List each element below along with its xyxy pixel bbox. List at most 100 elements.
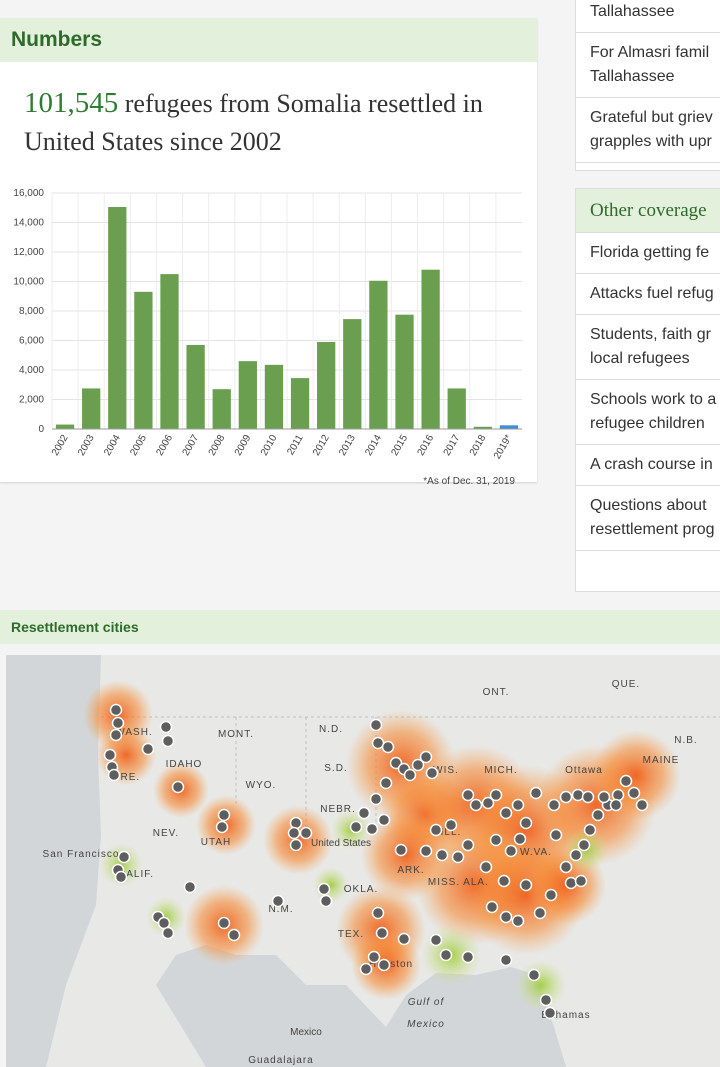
bar xyxy=(421,269,440,429)
city-dot xyxy=(411,758,425,772)
link-text: Florida getting fe xyxy=(590,244,710,261)
map-label: IDAHO xyxy=(166,759,203,770)
bar xyxy=(238,361,257,429)
bar xyxy=(160,274,179,429)
city-dot xyxy=(635,798,649,812)
link-item[interactable]: Students, faith gr local refugees xyxy=(576,315,720,380)
bar xyxy=(317,341,336,429)
link-item[interactable]: Schools work to a refugee children xyxy=(576,380,720,445)
y-tick-label: 10,000 xyxy=(13,277,44,288)
city-dot xyxy=(215,820,229,834)
map-label: MISS. xyxy=(428,877,460,888)
map-title: Resettlement cities xyxy=(0,610,720,644)
bar xyxy=(343,319,362,429)
bar xyxy=(290,378,310,429)
city-dot xyxy=(111,716,125,730)
city-dot xyxy=(461,838,475,852)
link-text: Students, faith gr xyxy=(590,326,711,343)
city-dot xyxy=(183,880,197,894)
city-dot xyxy=(429,933,443,947)
city-dot xyxy=(489,833,503,847)
map-labels: QUE. ONT. N.B. MAINE Ottawa MICH. WIS. N.D. S.D.… xyxy=(43,679,697,1066)
city-dot xyxy=(171,780,185,794)
city-dot xyxy=(564,876,578,890)
map-label: Houston xyxy=(369,959,413,970)
city-dot xyxy=(394,843,408,857)
x-tick-label: 2017 xyxy=(442,433,463,458)
city-dot xyxy=(485,900,499,914)
city-dot xyxy=(381,740,395,754)
city-dot xyxy=(499,806,513,820)
map-label: WASH. xyxy=(115,727,152,738)
link-text: Schools work to a xyxy=(590,391,717,408)
count: 101,545 xyxy=(24,87,119,119)
city-dot xyxy=(227,928,241,942)
city-dot xyxy=(499,910,513,924)
city-dot xyxy=(349,820,363,834)
city-dots xyxy=(103,703,649,1020)
map-label: OKLA. xyxy=(344,884,378,895)
map-label: MAINE xyxy=(643,755,680,766)
city-dot xyxy=(583,823,597,837)
map-label: Mexico xyxy=(407,1019,445,1030)
city-dot xyxy=(511,914,525,928)
bar xyxy=(108,207,127,429)
bar xyxy=(134,291,153,429)
link-text: For Almasri famil xyxy=(590,44,710,61)
other-coverage: Other coverage Florida getting fe Attacks… xyxy=(575,188,720,592)
city-dot xyxy=(435,848,449,862)
link-item[interactable]: Questions about resettlement prog xyxy=(576,486,720,551)
link-item[interactable]: A crash course in xyxy=(576,445,720,486)
x-tick-label: 2019* xyxy=(492,433,515,461)
x-tick-label: 2007 xyxy=(181,433,202,458)
city-dot xyxy=(377,958,391,972)
city-dot xyxy=(619,774,633,788)
x-tick-label: 2002 xyxy=(50,433,71,458)
link-item[interactable]: For Almasri famil Tallahassee xyxy=(576,33,720,98)
map-label: United States xyxy=(311,838,371,849)
city-dot xyxy=(497,874,511,888)
y-tick-label: 2,000 xyxy=(19,395,44,406)
city-dot xyxy=(357,806,371,820)
city-dot xyxy=(461,950,475,964)
map-label: MICH. xyxy=(484,765,517,776)
map-label: S.D. xyxy=(324,763,347,774)
link-text: refugee children xyxy=(590,415,705,432)
city-dot xyxy=(549,828,563,842)
y-tick-label: 14,000 xyxy=(13,218,44,229)
city-dot xyxy=(117,850,131,864)
city-dot xyxy=(141,742,155,756)
city-dot xyxy=(571,788,585,802)
y-tick-label: 8,000 xyxy=(19,306,44,317)
city-dot xyxy=(451,850,465,864)
map-label: ALA. xyxy=(463,877,489,888)
link-item[interactable]: Tallahassee xyxy=(576,0,720,33)
link-item[interactable]: Grateful but griev grapples with upr xyxy=(576,98,720,163)
city-dot xyxy=(591,808,605,822)
city-dot xyxy=(581,790,595,804)
borders xyxy=(101,716,720,850)
city-dot xyxy=(479,860,493,874)
city-dot xyxy=(481,796,495,810)
map-label: N.D. xyxy=(319,724,343,735)
city-dot xyxy=(403,768,417,782)
city-dot xyxy=(114,870,128,884)
city-dot xyxy=(287,826,301,840)
link-item[interactable]: Attacks fuel refug xyxy=(576,274,720,315)
city-dot xyxy=(103,748,117,762)
city-dot xyxy=(597,790,611,804)
city-dot xyxy=(217,916,231,930)
map-label: UTAH xyxy=(201,837,231,848)
link-item[interactable]: Florida getting fe xyxy=(576,233,720,274)
city-dot xyxy=(397,932,411,946)
city-dot xyxy=(529,786,543,800)
city-dot xyxy=(439,948,453,962)
bar xyxy=(186,344,205,429)
map-label: N.B. xyxy=(674,735,697,746)
city-dot xyxy=(461,788,475,802)
x-tick-label: 2016 xyxy=(416,433,437,458)
city-dot xyxy=(513,832,527,846)
map-label: Gulf of xyxy=(408,997,445,1008)
link-text: resettlement prog xyxy=(590,521,715,538)
